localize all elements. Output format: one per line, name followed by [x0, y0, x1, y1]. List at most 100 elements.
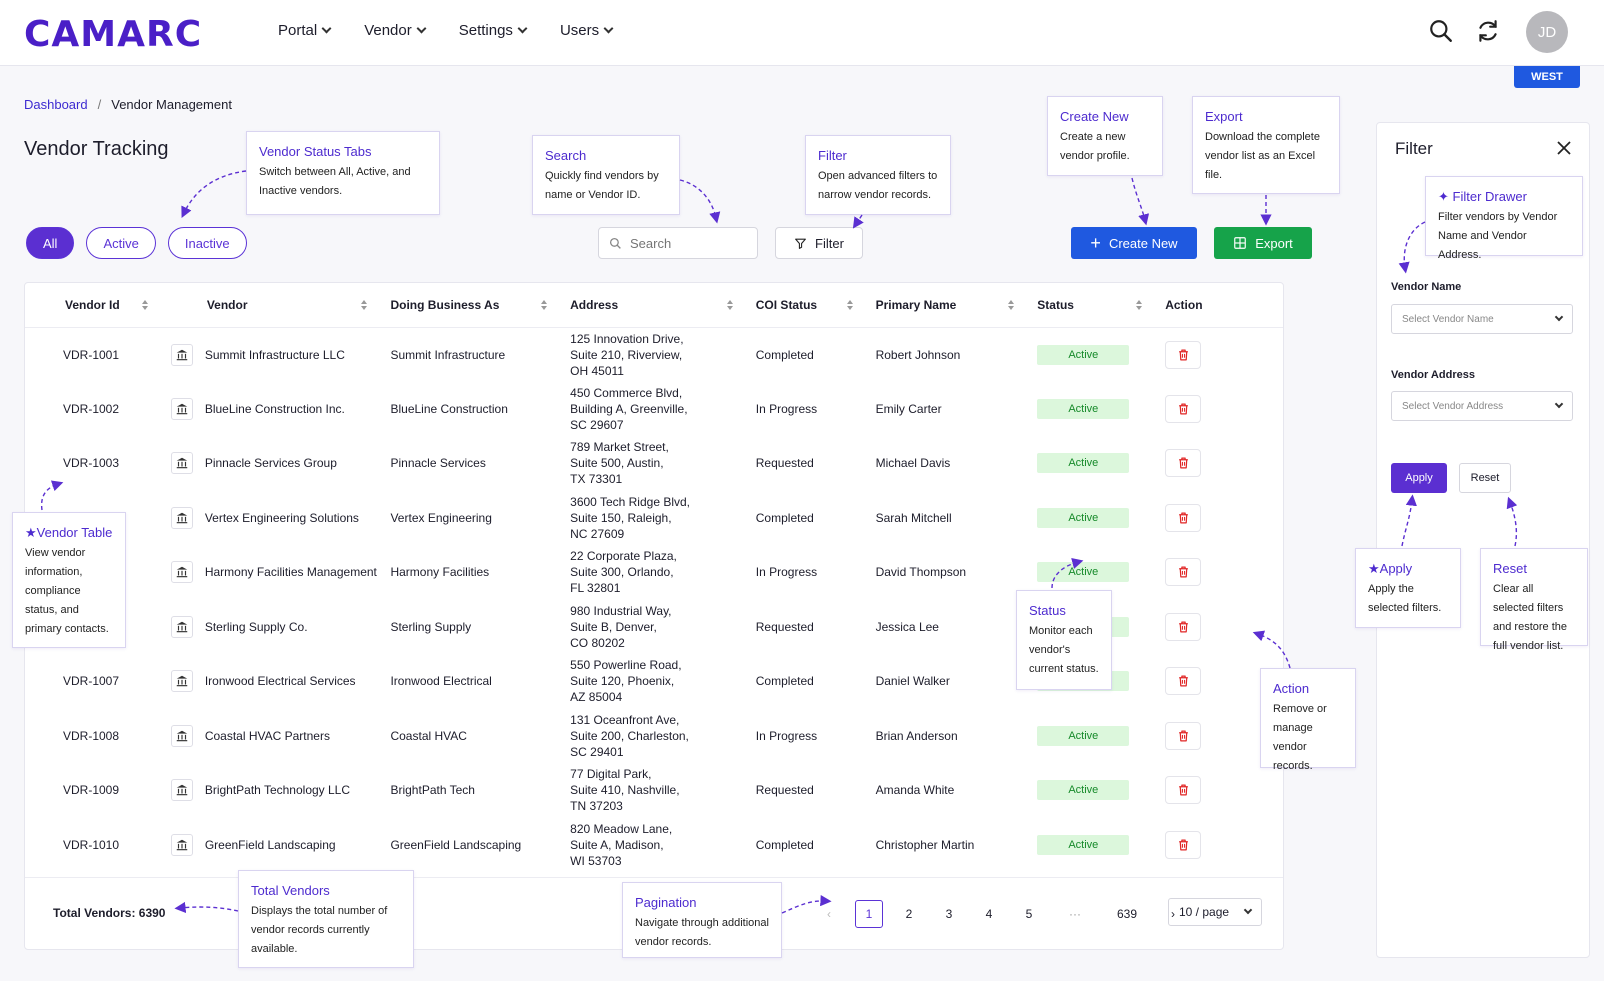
nav-settings[interactable]: Settings — [458, 22, 528, 39]
nav-vendor[interactable]: Vendor — [364, 22, 427, 39]
address-line: 980 Industrial Way, — [570, 603, 672, 618]
annotation-title: Action — [1273, 681, 1310, 696]
dba-value: Ironwood Electrical — [390, 674, 492, 689]
page-number[interactable]: 1 — [855, 900, 883, 928]
delete-button[interactable] — [1165, 394, 1202, 423]
delete-button[interactable] — [1165, 667, 1202, 696]
nav-portal[interactable]: Portal — [278, 22, 332, 39]
breadcrumb: Dashboard / Vendor Management — [24, 97, 232, 112]
table-row[interactable]: VDR-1002 BlueLine Construction Inc. BlueLi… — [25, 382, 1283, 437]
annotation-title: Filter — [818, 148, 847, 163]
annotation-title: Status — [1029, 603, 1066, 618]
nav-settings-label: Settings — [458, 22, 513, 39]
delete-button[interactable] — [1165, 558, 1202, 587]
sort-icon[interactable] — [1007, 299, 1015, 311]
sort-icon[interactable] — [540, 299, 548, 311]
delete-button[interactable] — [1165, 776, 1202, 805]
create-new-button[interactable]: + Create New — [1071, 227, 1197, 259]
sort-icon[interactable] — [360, 299, 368, 311]
per-page-select[interactable]: 10 / page — [1168, 898, 1262, 926]
sort-icon[interactable] — [726, 299, 734, 311]
vendor-name: BrightPath Technology LLC — [204, 783, 351, 798]
export-button[interactable]: Export — [1214, 227, 1312, 259]
table-row[interactable]: VDR-1009 BrightPath Technology LLC BrightP… — [25, 763, 1283, 818]
vendor-id: VDR-1008 — [25, 709, 159, 764]
page-number[interactable]: 2 — [905, 907, 913, 921]
close-icon[interactable] — [1557, 141, 1571, 155]
address-line: Suite 410, Nashville, — [570, 783, 680, 798]
vendor-name-select[interactable]: Select Vendor Name — [1391, 304, 1573, 334]
trash-icon — [1178, 621, 1188, 633]
sort-icon[interactable] — [1135, 299, 1143, 311]
apply-button[interactable]: Apply — [1391, 463, 1447, 493]
filter-button[interactable]: Filter — [775, 227, 863, 259]
vendor-id: VDR-1007 — [25, 654, 159, 709]
address-cell: 550 Powerline Road, Suite 120, Phoenix, AZ… — [558, 654, 744, 709]
logo[interactable]: CAMARC — [24, 14, 203, 55]
vendor-id-value: VDR-1007 — [63, 674, 120, 689]
annotation-text: Apply the selected filters. — [1368, 583, 1442, 614]
tab-inactive[interactable]: Inactive — [167, 227, 247, 259]
avatar[interactable]: JD — [1526, 11, 1568, 53]
dba-value: GreenField Landscaping — [390, 837, 522, 852]
annotation-title: Create New — [1060, 109, 1129, 124]
vendor-name-label: Vendor Name — [1391, 281, 1462, 293]
vendor-id: VDR-1001 — [25, 327, 159, 382]
column-header[interactable]: Vendor Id — [25, 283, 159, 328]
address-line: Suite A, Madison, — [570, 837, 664, 852]
table-row[interactable]: VDR-1008 Coastal HVAC Partners Coastal HVA… — [25, 709, 1283, 764]
table-row[interactable]: VDR-1010 GreenField Landscaping GreenField… — [25, 818, 1283, 873]
breadcrumb-dashboard[interactable]: Dashboard — [24, 97, 88, 112]
table-row[interactable]: Vertex Engineering Solutions Vertex Engin… — [25, 491, 1283, 546]
tab-active[interactable]: Active — [86, 227, 156, 259]
page-number[interactable]: 639 — [1116, 907, 1138, 921]
table-row[interactable]: Harmony Facilities Management Harmony Fac… — [25, 545, 1283, 600]
prev-page-icon[interactable]: ‹ — [827, 907, 831, 921]
column-header[interactable]: Address — [558, 283, 744, 328]
next-page-icon[interactable]: › — [1171, 907, 1175, 921]
status-cell: Active — [1025, 818, 1153, 873]
page-number[interactable]: 3 — [945, 907, 953, 921]
column-header[interactable]: Doing Business As — [378, 283, 559, 328]
page-number[interactable]: ··· — [1069, 907, 1081, 921]
refresh-icon[interactable] — [1475, 18, 1501, 44]
coi-status: Completed — [755, 837, 814, 852]
column-header[interactable]: Vendor — [158, 283, 379, 328]
trash-icon — [1178, 839, 1188, 851]
annotation-text: Displays the total number of vendor reco… — [251, 905, 388, 955]
column-header[interactable]: Primary Name — [863, 283, 1026, 328]
status-tabs: All Active Inactive — [26, 227, 247, 259]
status-cell: Active — [1025, 382, 1153, 437]
page-number[interactable]: 4 — [985, 907, 993, 921]
annotation-title: Export — [1205, 109, 1243, 124]
primary-name: Robert Johnson — [875, 347, 961, 362]
address-line: 789 Market Street, — [570, 440, 669, 455]
delete-button[interactable] — [1165, 340, 1202, 369]
sort-icon[interactable] — [141, 299, 149, 311]
table-row[interactable]: VDR-1001 Summit Infrastructure LLC Summit … — [25, 327, 1283, 382]
primary-name: Michael Davis — [875, 456, 951, 471]
vendor-id-value: VDR-1009 — [63, 783, 120, 798]
reset-button[interactable]: Reset — [1459, 463, 1511, 493]
annotation-text: Switch between All, Active, and Inactive… — [259, 166, 411, 197]
sort-icon[interactable] — [846, 299, 854, 311]
address-line: 125 Innovation Drive, — [570, 331, 684, 346]
table-row[interactable]: VDR-1003 Pinnacle Services Group Pinnacle … — [25, 436, 1283, 491]
vendor-cell: Sterling Supply Co. — [159, 600, 379, 655]
delete-button[interactable] — [1165, 721, 1202, 750]
delete-button[interactable] — [1165, 612, 1202, 641]
column-header[interactable]: COI Status — [743, 283, 864, 328]
address-line: CO 80202 — [570, 635, 625, 650]
search-input[interactable] — [630, 235, 740, 251]
search-icon[interactable] — [1428, 18, 1454, 44]
annotation-text: Navigate through additional vendor recor… — [635, 917, 769, 948]
column-header[interactable]: Status — [1025, 283, 1154, 328]
nav-users[interactable]: Users — [560, 22, 614, 39]
delete-button[interactable] — [1165, 449, 1202, 478]
delete-button[interactable] — [1165, 503, 1202, 532]
vendor-address-select[interactable]: Select Vendor Address — [1391, 391, 1573, 421]
delete-button[interactable] — [1165, 830, 1202, 859]
page-number[interactable]: 5 — [1025, 907, 1033, 921]
tab-all[interactable]: All — [26, 227, 75, 259]
vendor-info: Summit Infrastructure LLC — [170, 343, 379, 366]
